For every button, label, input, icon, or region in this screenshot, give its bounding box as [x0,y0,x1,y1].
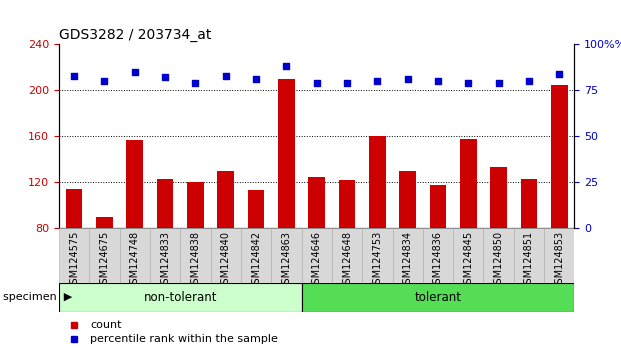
Text: GSM124851: GSM124851 [524,231,534,290]
FancyBboxPatch shape [332,228,362,283]
Point [191,80,201,86]
Bar [491,167,507,228]
Text: GSM124863: GSM124863 [281,231,291,290]
Text: percentile rank within the sample: percentile rank within the sample [90,334,278,344]
Text: non-tolerant: non-tolerant [143,291,217,304]
Bar [156,179,173,228]
FancyBboxPatch shape [59,283,302,312]
Point [402,76,412,82]
Bar [278,79,295,228]
Point [160,75,170,80]
Text: GSM124836: GSM124836 [433,231,443,290]
Point [251,76,261,82]
Point [524,78,534,84]
Bar [309,177,325,228]
Text: GSM124648: GSM124648 [342,231,352,290]
Text: GSM124850: GSM124850 [494,231,504,290]
FancyBboxPatch shape [180,228,211,283]
Bar [187,182,204,228]
FancyBboxPatch shape [150,228,180,283]
Point [281,63,291,69]
Bar [248,190,265,228]
Text: GSM124838: GSM124838 [191,231,201,290]
Bar [551,85,568,228]
Point [221,73,231,78]
Text: GSM124842: GSM124842 [251,231,261,290]
Text: GSM124834: GSM124834 [402,231,413,290]
Bar [66,189,83,228]
Text: specimen  ▶: specimen ▶ [3,292,73,302]
Point [373,78,383,84]
FancyBboxPatch shape [120,228,150,283]
Point [463,80,473,86]
FancyBboxPatch shape [211,228,241,283]
FancyBboxPatch shape [271,228,302,283]
FancyBboxPatch shape [544,228,574,283]
Bar [430,185,446,228]
FancyBboxPatch shape [484,228,514,283]
Point [342,80,352,86]
FancyBboxPatch shape [302,283,574,312]
FancyBboxPatch shape [453,228,484,283]
FancyBboxPatch shape [89,228,120,283]
Text: GSM124575: GSM124575 [69,231,79,290]
FancyBboxPatch shape [302,228,332,283]
Text: GSM124646: GSM124646 [312,231,322,290]
Text: GSM124853: GSM124853 [555,231,564,290]
FancyBboxPatch shape [392,228,423,283]
Text: GSM124833: GSM124833 [160,231,170,290]
FancyBboxPatch shape [514,228,544,283]
Point [130,69,140,75]
Text: GSM124845: GSM124845 [463,231,473,290]
Text: GSM124753: GSM124753 [373,231,383,290]
FancyBboxPatch shape [241,228,271,283]
Bar [520,179,537,228]
Point [433,78,443,84]
Point [555,71,564,76]
FancyBboxPatch shape [423,228,453,283]
Point [494,80,504,86]
Text: tolerant: tolerant [414,291,461,304]
Point [99,78,109,84]
Text: GSM124675: GSM124675 [99,231,109,290]
Bar [460,139,477,228]
Text: GSM124840: GSM124840 [220,231,231,290]
Text: GDS3282 / 203734_at: GDS3282 / 203734_at [59,28,211,42]
FancyBboxPatch shape [362,228,392,283]
Point [312,80,322,86]
FancyBboxPatch shape [59,228,89,283]
Bar [399,171,416,228]
Bar [369,136,386,228]
Bar [338,180,355,228]
Bar [127,140,143,228]
Text: GSM124748: GSM124748 [130,231,140,290]
Bar [96,217,113,228]
Text: count: count [90,320,122,330]
Point [69,73,79,78]
Bar [217,171,234,228]
